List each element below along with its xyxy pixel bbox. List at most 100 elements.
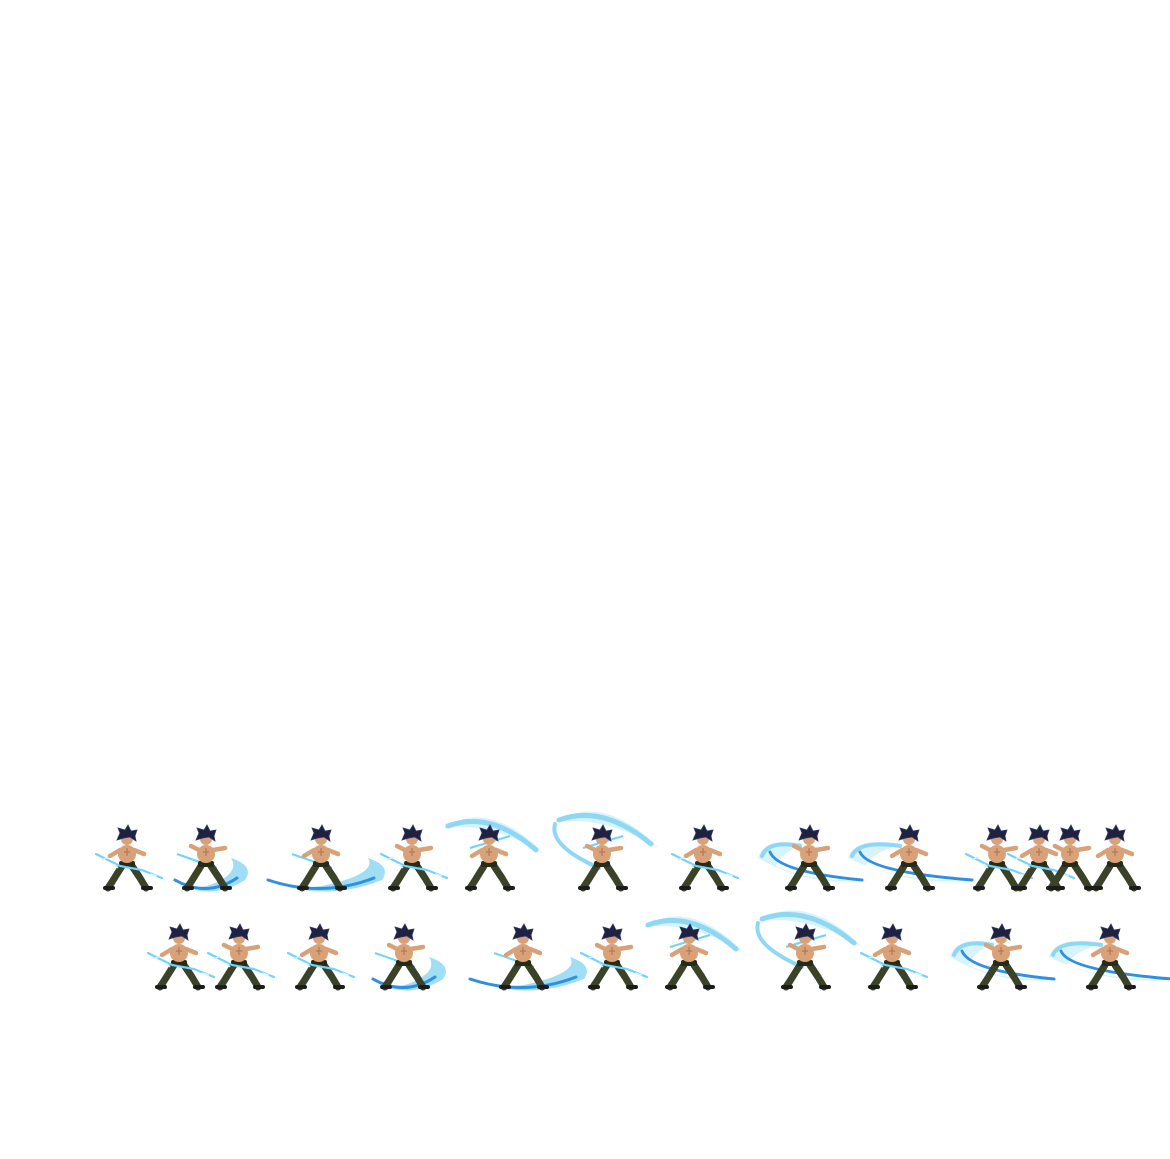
fighter-hair (898, 824, 920, 842)
sprite-frame-2-5 (464, 923, 587, 991)
ice-high-arc-tail (552, 822, 601, 870)
sprite-frame-1-1 (94, 824, 164, 892)
sprite-frame-1-7 (670, 824, 740, 892)
fighter-hair (692, 824, 714, 842)
fighter-hair (310, 824, 332, 842)
fighter-belt (515, 960, 531, 966)
ice-swirl-effect (950, 940, 1060, 981)
fighter-belt (594, 861, 610, 867)
ice-low-sweep-core (371, 975, 437, 989)
ice-low-sweep-core (468, 975, 578, 990)
ice-swirl-core (1059, 949, 1170, 981)
fighter-arms (1095, 847, 1135, 859)
fighter-arms (791, 843, 831, 853)
ice-swirl-effect (1049, 940, 1170, 981)
sprite-frame-2-3 (286, 923, 356, 991)
fighter-arms (979, 843, 1019, 853)
fighter-arms (1090, 946, 1130, 958)
ice-spark-glint (101, 856, 158, 877)
fighter-hair (1104, 824, 1126, 842)
fighter-hair (591, 824, 613, 842)
fighter-chest-detail (599, 848, 605, 856)
fighter-legs (500, 961, 546, 991)
fighter-hair (308, 923, 330, 941)
fighter-hair (401, 824, 423, 842)
ice-high-arc-effect (444, 817, 544, 854)
fighter-arms (469, 847, 509, 859)
sprite-frame-2-11 (1049, 923, 1170, 991)
fighter-belt (198, 861, 214, 867)
sprite-frame-1-10 (964, 824, 1034, 892)
ice-high-arc-tail (755, 921, 804, 969)
sprite-frame-1-6 (552, 811, 659, 892)
sprite-frame-2-2 (206, 923, 276, 991)
fighter-chest-detail (802, 947, 808, 955)
fighter-arms (221, 942, 261, 952)
fighter-arms (107, 847, 147, 859)
fighter-arms (299, 946, 339, 958)
fighter-arms (787, 942, 827, 952)
fighter-chest-detail (609, 947, 615, 955)
fighter-hair (195, 824, 217, 842)
fighter-hair (678, 923, 700, 941)
sprite-frame-1-11 (1006, 824, 1076, 892)
fighter-chest-detail (1107, 947, 1113, 955)
ice-high-arc-effect (644, 916, 744, 953)
fighter-legs (466, 862, 512, 892)
ice-swirl-band (1051, 941, 1103, 957)
ice-spark-glint (866, 955, 923, 976)
ice-spark-glint (386, 856, 443, 877)
fighter-arms (386, 942, 426, 952)
fighter-belt (1107, 861, 1123, 867)
ice-high-arc-band (556, 812, 654, 847)
sprite-frame-2-6 (579, 923, 649, 991)
fighter-arms (159, 946, 199, 958)
fighter-belt (1102, 960, 1118, 966)
sprite-frame-2-4 (367, 923, 446, 991)
ice-swirl-core (858, 850, 974, 882)
fighter-chest-detail (316, 947, 322, 955)
fighter-hair (794, 923, 816, 941)
fighter-chest-detail (124, 848, 130, 856)
fighter-hair (116, 824, 138, 842)
ice-high-arc-effect (758, 910, 862, 947)
fighter-arms (503, 946, 543, 958)
fighter-chest-detail (1112, 848, 1118, 856)
animation-row-2 (146, 910, 1170, 991)
fighter-chest-detail (1036, 848, 1042, 856)
ice-swirl-core (768, 850, 864, 882)
ice-high-arc-effect (555, 811, 659, 848)
fighter-legs (666, 961, 712, 991)
ice-low-sweep-core (266, 876, 376, 891)
sprite-frame-2-7 (644, 916, 744, 991)
fighter-arms (889, 847, 929, 859)
sprite-frame-2-8 (755, 910, 862, 991)
fighter-chest-detail (1067, 848, 1073, 856)
fighter-chest-detail (806, 848, 812, 856)
fighter-hair (1028, 824, 1050, 842)
fighter-belt (681, 960, 697, 966)
fighter-belt (396, 960, 412, 966)
ice-spark-glint (293, 955, 350, 976)
fighter-chest-detail (906, 848, 912, 856)
fighter-hair (168, 923, 190, 941)
fighter-chest-detail (998, 947, 1004, 955)
fighter-belt (797, 960, 813, 966)
sprite-frame-2-9 (859, 923, 929, 991)
ice-spark-glint (153, 955, 210, 976)
fighter-arms (872, 946, 912, 958)
fighter-arms (683, 847, 723, 859)
fighter-hair (228, 923, 250, 941)
ice-spark-glint (677, 856, 734, 877)
ice-low-sweep-core (173, 876, 239, 890)
fighter-arms (1019, 847, 1059, 859)
fighter-hair (478, 824, 500, 842)
ice-high-arc-band (445, 818, 539, 853)
fighter-legs (579, 862, 625, 892)
ice-spark-glint (213, 955, 270, 976)
fighter-hair (1099, 923, 1121, 941)
fighter-arms (983, 942, 1023, 952)
fighter-arms (301, 847, 341, 859)
fighter-legs (782, 961, 828, 991)
fighter-legs (183, 862, 229, 892)
